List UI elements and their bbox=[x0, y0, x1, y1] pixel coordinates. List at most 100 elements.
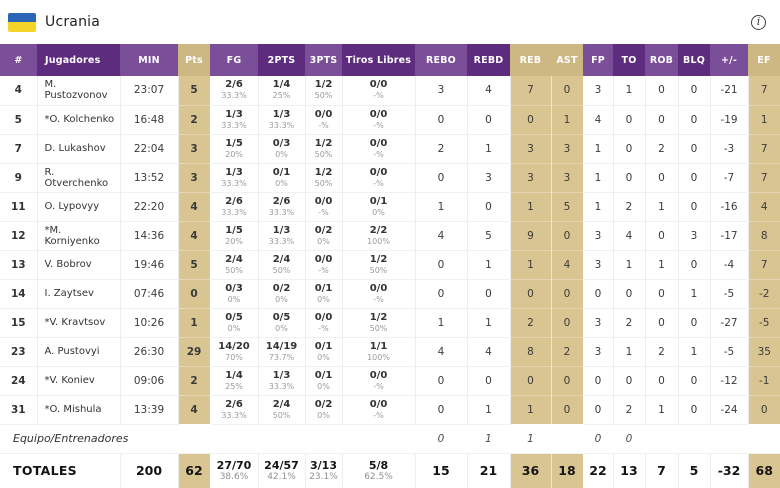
cell-rebd: 0 bbox=[467, 105, 511, 135]
cell-num: 31 bbox=[0, 395, 38, 425]
cell-ef: 8 bbox=[748, 221, 780, 251]
totals-cell-rob: 7 bbox=[645, 452, 679, 488]
cell-blq: 0 bbox=[678, 76, 711, 106]
cell-min: 07:46 bbox=[120, 279, 179, 309]
player-row: 15 *V. Kravtsov 10:26 1 0/5 0% 0/5 0% 0/0 -% 1/2 50… bbox=[0, 308, 780, 338]
cell-blq: 0 bbox=[678, 163, 711, 193]
cell-name: I. Zaytsev bbox=[37, 279, 121, 309]
percentage: 33.3% bbox=[268, 120, 295, 130]
percentage: 0% bbox=[275, 294, 288, 304]
cell-to: 0 bbox=[613, 279, 646, 309]
made-attempted: 1/2 bbox=[369, 311, 388, 323]
info-icon[interactable]: i bbox=[751, 14, 766, 30]
made-attempted: 0/1 bbox=[314, 282, 333, 294]
cell-blq: 1 bbox=[678, 279, 711, 309]
made-attempted: 2/6 bbox=[225, 195, 243, 207]
made-attempted: 0/0 bbox=[369, 108, 388, 120]
cell-fp: 3 bbox=[583, 221, 614, 251]
cell-fg: 14/20 70% bbox=[210, 337, 259, 367]
col-header-p2: 2PTS bbox=[258, 44, 305, 76]
cell-ast: 0 bbox=[551, 76, 584, 106]
percentage: -% bbox=[373, 149, 384, 159]
cell-fp: 4 bbox=[583, 105, 614, 135]
cell-rebd: 3 bbox=[467, 163, 511, 193]
made-attempted: 1/4 bbox=[225, 369, 243, 381]
cell-rebd: 0 bbox=[467, 279, 511, 309]
col-header-fg: FG bbox=[210, 44, 258, 76]
player-row: 12 *M. Korniyenko 14:36 4 1/5 20% 1/3 33.3% 0/2 0… bbox=[0, 221, 780, 251]
totals-cell-tl: 5/8 62.5% bbox=[342, 452, 416, 488]
cell-rob: 1 bbox=[645, 192, 679, 222]
cell-num: 4 bbox=[0, 76, 38, 106]
percentage: 0% bbox=[317, 294, 330, 304]
cell-rebo: 0 bbox=[415, 105, 468, 135]
made-attempted: 2/4 bbox=[225, 253, 243, 265]
col-header-rebd: REBD bbox=[467, 44, 510, 76]
cell-pm: -4 bbox=[710, 250, 749, 280]
cell-name: D. Lukashov bbox=[37, 134, 121, 164]
cell-ef: 7 bbox=[748, 134, 780, 164]
made-attempted: 0/5 bbox=[272, 311, 291, 323]
cell-name: *O. Mishula bbox=[37, 395, 121, 425]
percentage: 0% bbox=[317, 352, 330, 362]
cell-p3: 0/1 0% bbox=[305, 279, 343, 309]
cell-tl: 1/2 50% bbox=[342, 308, 416, 338]
cell-reb: 1 bbox=[510, 395, 552, 425]
totals-cell-to: 13 bbox=[613, 452, 646, 488]
cell-num: 9 bbox=[0, 163, 38, 193]
cell-to: 1 bbox=[613, 250, 646, 280]
cell-rebo: 3 bbox=[415, 76, 468, 106]
cell-p3: 0/0 -% bbox=[305, 192, 343, 222]
cell-min: 23:07 bbox=[120, 76, 179, 106]
col-header-reb: REB bbox=[510, 44, 551, 76]
percentage: 50% bbox=[369, 265, 388, 275]
cell-ast: 0 bbox=[551, 221, 584, 251]
percentage: 50% bbox=[369, 323, 388, 333]
cell-num: 13 bbox=[0, 250, 38, 280]
made-attempted: 0/2 bbox=[272, 282, 291, 294]
player-row: 7 D. Lukashov 22:04 3 1/5 20% 0/3 0% 1/2 50% 0/0 -%… bbox=[0, 134, 780, 164]
cell-name: *M. Korniyenko bbox=[37, 221, 121, 251]
cell-tl: 0/0 -% bbox=[342, 134, 416, 164]
cell-num: 24 bbox=[0, 366, 38, 396]
cell-reb: 3 bbox=[510, 134, 552, 164]
cell-rob: 1 bbox=[645, 250, 679, 280]
cell-p3: 0/0 -% bbox=[305, 105, 343, 135]
cell-ef: 0 bbox=[748, 395, 780, 425]
cell-reb: 1 bbox=[510, 192, 552, 222]
cell-ef: -2 bbox=[748, 279, 780, 309]
cell-rob: 2 bbox=[645, 134, 679, 164]
cell-fp: 1 bbox=[583, 134, 614, 164]
made-attempted: 2/4 bbox=[272, 398, 291, 410]
totals-cell-ast: 18 bbox=[551, 452, 584, 488]
percentage: 25% bbox=[225, 381, 243, 391]
player-row: 24 *V. Koniev 09:06 2 1/4 25% 1/3 33.3% 0/1 0% 0/0… bbox=[0, 366, 780, 396]
percentage: 20% bbox=[225, 149, 243, 159]
col-header-min: MIN bbox=[120, 44, 178, 76]
percentage: 0% bbox=[317, 410, 330, 420]
cell-name: *O. Kolchenko bbox=[37, 105, 121, 135]
cell-pts: 4 bbox=[178, 192, 211, 222]
made-attempted: 0/0 bbox=[314, 195, 333, 207]
player-row: 9 R. Otverchenko 13:52 3 1/3 33.3% 0/1 0% 1/2 50%… bbox=[0, 163, 780, 193]
made-attempted: 1/3 bbox=[225, 108, 243, 120]
cell-pts: 2 bbox=[178, 366, 211, 396]
cell-rebd: 1 bbox=[467, 250, 511, 280]
cell-ast: 0 bbox=[551, 308, 584, 338]
made-attempted: 0/0 bbox=[314, 108, 333, 120]
cell-to: 2 bbox=[613, 395, 646, 425]
stats-table-header: # Jugadores MIN Pts FG 2PTS 3PTS Tiros Libres RE… bbox=[0, 44, 780, 76]
percentage: 50% bbox=[314, 149, 333, 159]
cell-ef: 7 bbox=[748, 250, 780, 280]
percentage: 70% bbox=[225, 352, 243, 362]
totals-cell-reb: 36 bbox=[510, 452, 552, 488]
cell-reb: 0 bbox=[510, 279, 552, 309]
cell-pts: 29 bbox=[178, 337, 211, 367]
cell-pts: 5 bbox=[178, 76, 211, 106]
cell-p3: 1/2 50% bbox=[305, 163, 343, 193]
totals-cell-fp: 22 bbox=[583, 452, 614, 488]
cell-rebo: 4 bbox=[415, 221, 468, 251]
page-title: Ucrania bbox=[45, 14, 101, 30]
cell-fp: 3 bbox=[583, 308, 614, 338]
cell-name: R. Otverchenko bbox=[37, 163, 121, 193]
